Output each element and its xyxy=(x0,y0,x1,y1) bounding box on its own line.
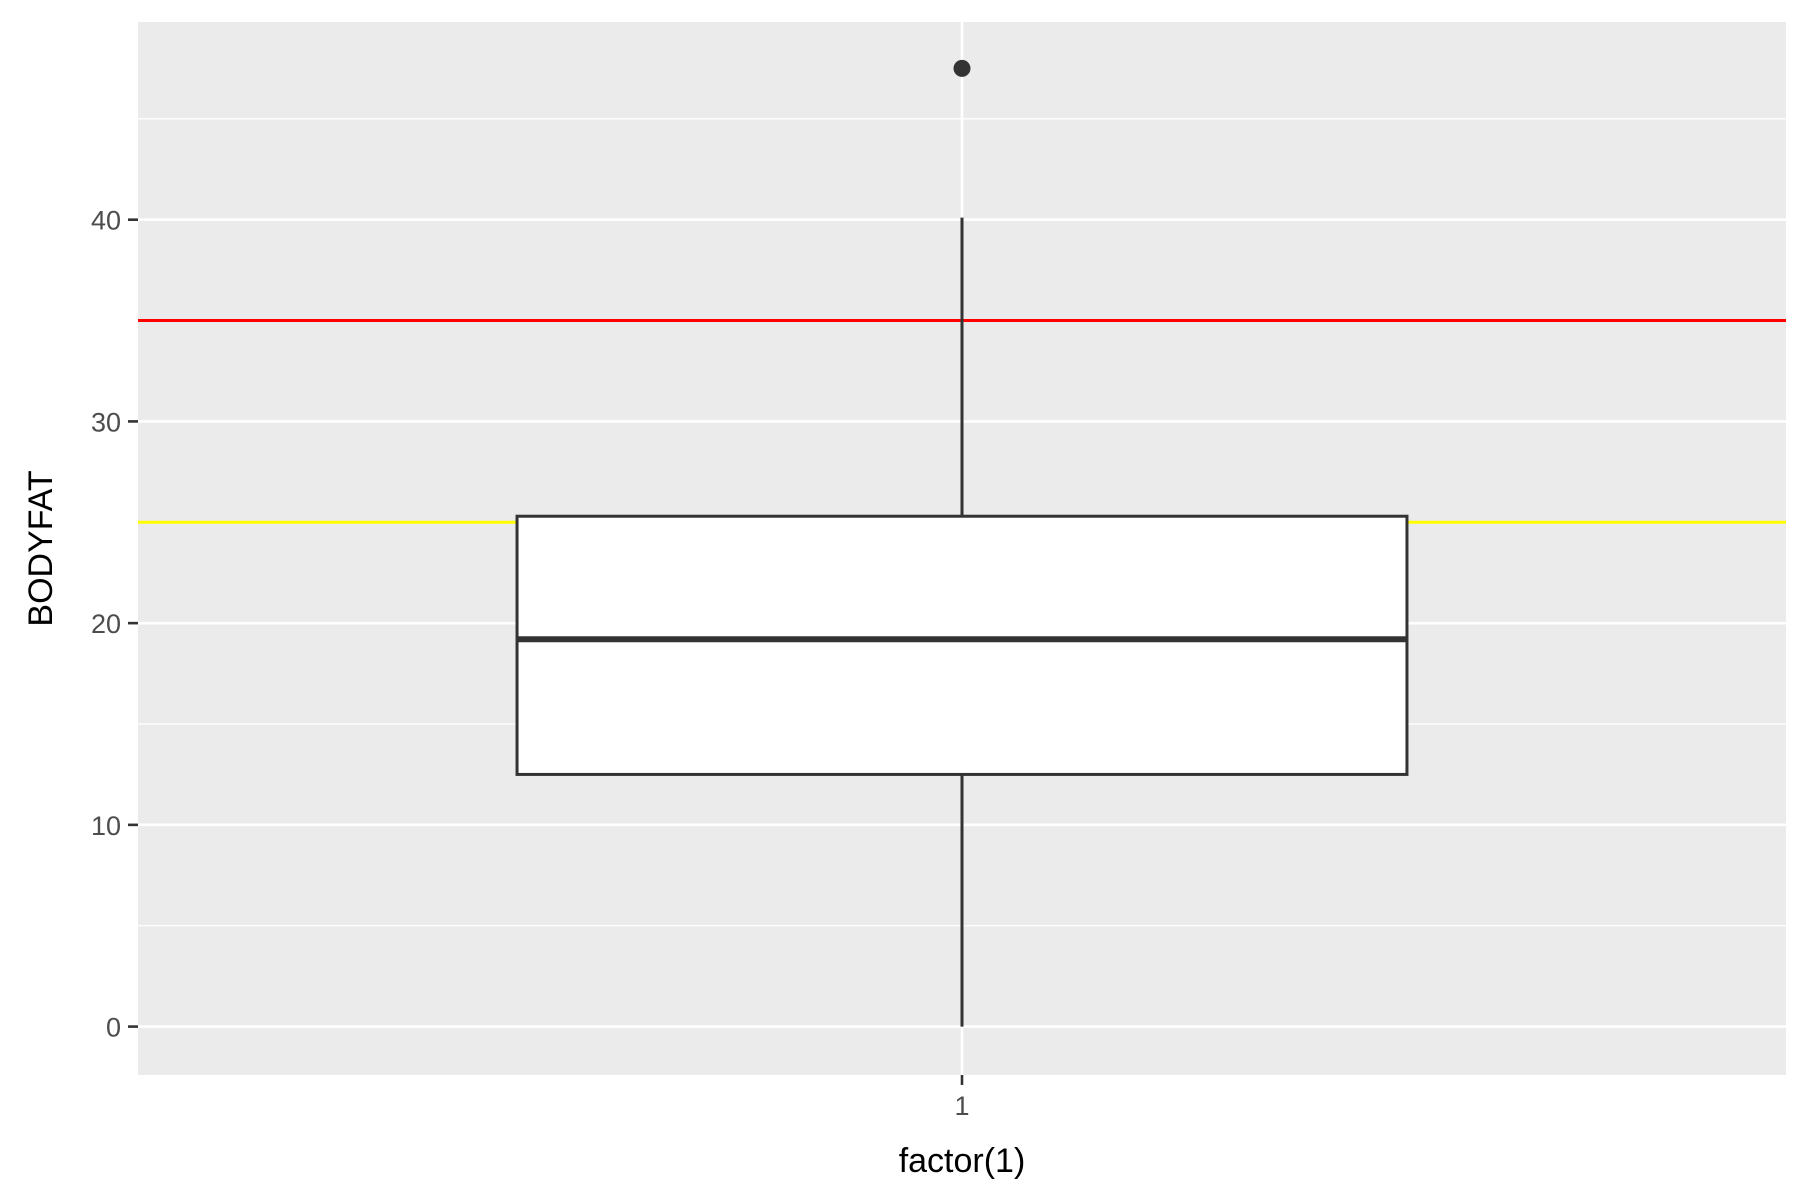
y-axis-title: BODYFAT xyxy=(22,470,60,626)
x-axis-title: factor(1) xyxy=(899,1142,1026,1180)
y-tick-label: 30 xyxy=(91,407,121,437)
x-axis-ticks: 1 xyxy=(954,1075,970,1121)
outlier-point xyxy=(953,59,971,77)
y-axis-ticks: 0 10 20 30 40 xyxy=(91,206,138,1043)
y-tick-label: 0 xyxy=(106,1013,121,1043)
boxes xyxy=(515,59,1409,1027)
y-tick-label: 10 xyxy=(91,811,121,841)
y-tick-label: 40 xyxy=(91,206,121,236)
box-group xyxy=(515,59,1409,1027)
y-tick-label: 20 xyxy=(91,609,121,639)
box-iqr xyxy=(515,514,1409,776)
x-tick-label: 1 xyxy=(954,1091,969,1121)
